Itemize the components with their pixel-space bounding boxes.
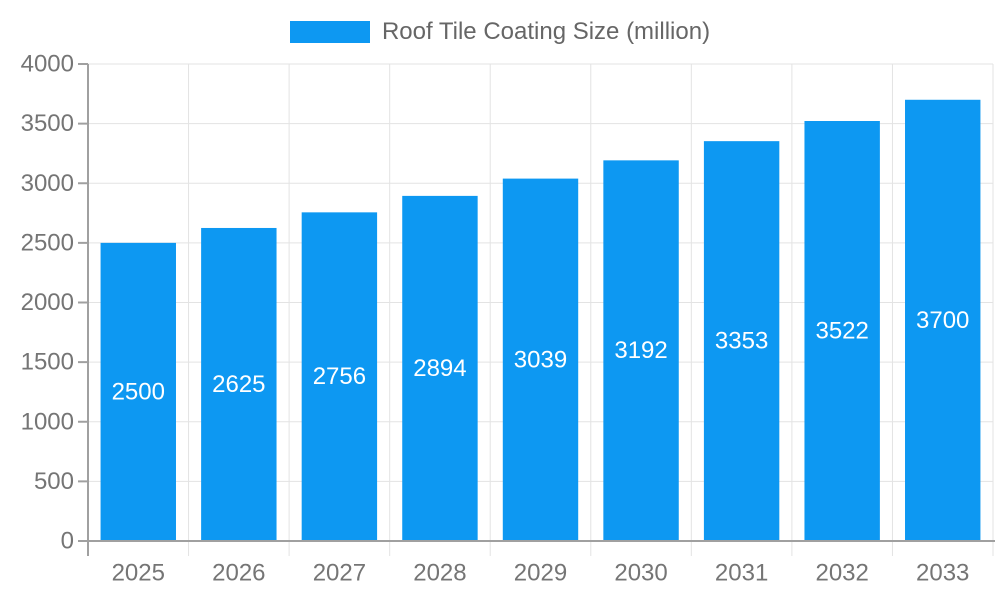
bar-value-label: 2756 (313, 363, 366, 390)
x-axis-label: 2025 (112, 560, 165, 587)
y-axis-label: 2000 (21, 289, 74, 316)
x-axis-label: 2032 (815, 560, 868, 587)
bar[interactable] (301, 212, 378, 542)
y-axis-label: 2500 (21, 229, 74, 256)
y-axis-label: 1500 (21, 349, 74, 376)
bar[interactable] (804, 121, 880, 542)
bar-value-label: 2625 (212, 371, 265, 398)
bar[interactable] (402, 195, 478, 541)
bar[interactable] (201, 227, 277, 541)
bar-value-label: 3353 (715, 328, 768, 355)
bar-value-label: 3039 (514, 346, 567, 373)
bar[interactable] (703, 141, 780, 541)
bar-value-label: 3700 (916, 307, 969, 334)
x-axis-label: 2029 (514, 560, 567, 587)
x-axis-label: 2031 (715, 560, 768, 587)
bar[interactable] (905, 99, 981, 542)
y-axis-label: 3000 (21, 170, 74, 197)
y-axis-label: 1000 (21, 408, 74, 435)
x-axis-label: 2028 (413, 560, 466, 587)
legend[interactable]: Roof Tile Coating Size (million) (0, 17, 1000, 47)
y-axis-label: 3500 (21, 110, 74, 137)
x-axis-label: 2030 (614, 560, 667, 587)
bar-value-label: 2500 (112, 378, 165, 405)
legend-label: Roof Tile Coating Size (million) (381, 18, 711, 45)
legend-swatch (289, 21, 370, 43)
y-axis-label: 0 (61, 528, 74, 555)
bar[interactable] (603, 160, 679, 541)
x-axis-label: 2033 (916, 560, 969, 587)
x-axis-label: 2027 (313, 560, 366, 587)
y-axis-label: 4000 (21, 51, 74, 78)
y-axis-label: 500 (34, 468, 74, 495)
bar[interactable] (502, 178, 579, 541)
x-axis-label: 2026 (212, 560, 265, 587)
bar[interactable] (100, 242, 176, 541)
bar-value-label: 3522 (815, 318, 868, 345)
bar-value-label: 2894 (413, 355, 466, 382)
bar-value-label: 3192 (614, 337, 667, 364)
